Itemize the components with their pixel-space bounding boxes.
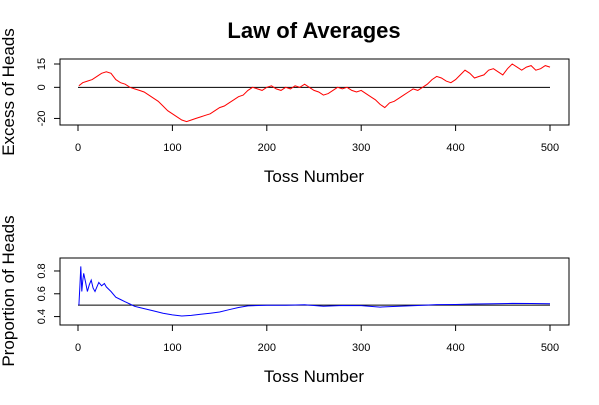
- x-tick-label: 100: [163, 142, 181, 154]
- x-tick-label: 500: [541, 142, 559, 154]
- x-tick-label: 400: [446, 342, 464, 354]
- x-axis-title: Toss Number: [264, 367, 364, 386]
- y-axis-title: Excess of Heads: [0, 28, 18, 156]
- x-tick-label: 200: [258, 142, 276, 154]
- x-tick-label: 300: [352, 342, 370, 354]
- proportion-heads-panel: Toss Number Proportion of Heads 0 100 200 3…: [0, 215, 570, 386]
- x-tick-label: 300: [352, 142, 370, 154]
- x-tick-label: 500: [541, 342, 559, 354]
- y-tick-label: 0.4: [36, 309, 48, 324]
- y-tick-label: -20: [36, 110, 48, 126]
- x-tick-label: 0: [75, 342, 81, 354]
- chart-title: Law of Averages: [227, 18, 400, 43]
- x-tick-label: 400: [446, 142, 464, 154]
- y-axis-title: Proportion of Heads: [0, 215, 18, 366]
- plot-frame: [59, 58, 570, 126]
- y-tick-label: 0.8: [36, 263, 48, 278]
- x-tick-label: 0: [75, 142, 81, 154]
- series-line: [78, 63, 551, 123]
- x-tick-label: 100: [163, 342, 181, 354]
- plot-frame: [59, 257, 570, 326]
- series-line: [78, 266, 551, 317]
- x-tick-label: 200: [258, 342, 276, 354]
- y-tick-label: 15: [36, 58, 48, 70]
- y-tick-label: 0: [36, 84, 48, 90]
- x-axis-title: Toss Number: [264, 167, 364, 186]
- y-tick-label: 0.6: [36, 286, 48, 301]
- excess-heads-panel: Toss Number Excess of Heads 0 100 200 300 40…: [0, 28, 570, 186]
